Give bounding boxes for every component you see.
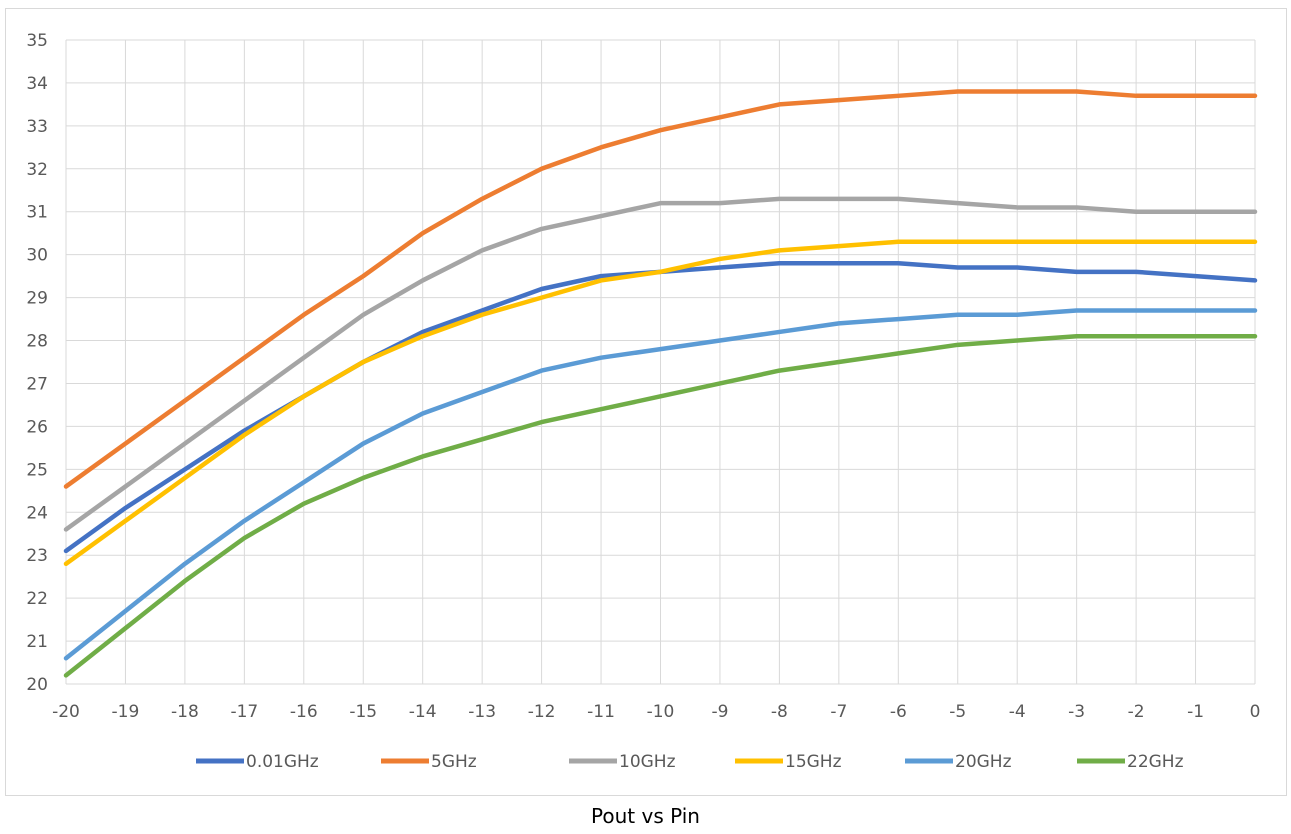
x-tick-label: -7 — [830, 702, 847, 722]
x-tick-label: -10 — [647, 702, 675, 722]
y-tick-label: 27 — [26, 374, 48, 394]
series-line — [63, 308, 1258, 661]
x-tick-label: -12 — [528, 702, 556, 722]
series-lines — [63, 89, 1258, 678]
y-tick-label: 21 — [26, 632, 48, 652]
x-tick-label: -19 — [112, 702, 140, 722]
y-tick-label: 30 — [26, 246, 48, 266]
legend-label: 15GHz — [785, 752, 842, 772]
x-tick-label: -2 — [1128, 702, 1145, 722]
x-tick-label: -3 — [1068, 702, 1085, 722]
x-tick-label: 0 — [1250, 702, 1261, 722]
y-tick-label: 35 — [26, 31, 48, 51]
x-tick-label: -17 — [230, 702, 258, 722]
chart-caption: Pout vs Pin — [591, 804, 700, 828]
gridlines — [65, 39, 1256, 685]
legend-label: 10GHz — [619, 752, 676, 772]
y-tick-label: 28 — [26, 332, 48, 352]
y-tick-label: 24 — [26, 503, 48, 523]
chart-area — [5, 8, 1287, 796]
y-tick-label: 23 — [26, 546, 48, 566]
y-tick-label: 32 — [26, 160, 48, 180]
x-tick-label: -9 — [711, 702, 728, 722]
x-tick-label: -13 — [468, 702, 496, 722]
legend-label: 5GHz — [431, 752, 477, 772]
y-axis-ticks: 20 21 22 23 24 25 26 27 28 29 30 31 32 33 34 35 — [26, 31, 48, 695]
x-tick-label: -8 — [771, 702, 788, 722]
y-tick-label: 26 — [26, 417, 48, 437]
y-tick-label: 34 — [26, 74, 48, 94]
series-line — [63, 239, 1258, 567]
x-tick-label: -15 — [349, 702, 377, 722]
x-tick-label: -11 — [587, 702, 615, 722]
legend-label: 20GHz — [955, 752, 1012, 772]
y-tick-label: 29 — [26, 289, 48, 309]
y-tick-label: 25 — [26, 460, 48, 480]
legend: 0.01GHz 5GHz 10GHz 15GHz 20GHz 22GHz — [196, 752, 1184, 772]
x-tick-label: -5 — [949, 702, 966, 722]
x-tick-label: -1 — [1187, 702, 1204, 722]
x-tick-label: -4 — [1009, 702, 1026, 722]
y-tick-label: 31 — [26, 203, 48, 223]
x-tick-label: -18 — [171, 702, 199, 722]
x-tick-label: -20 — [52, 702, 80, 722]
y-tick-label: 20 — [26, 675, 48, 695]
x-tick-label: -16 — [290, 702, 318, 722]
legend-label: 22GHz — [1127, 752, 1184, 772]
series-line — [63, 333, 1258, 678]
x-tick-label: -14 — [409, 702, 437, 722]
y-tick-label: 22 — [26, 589, 48, 609]
series-line — [63, 89, 1258, 489]
series-line — [63, 196, 1258, 532]
x-axis-ticks: -20 -19 -18 -17 -16 -15 -14 -13 -12 -11 -10 -9 -8 -7-… — [52, 702, 1260, 722]
legend-label: 0.01GHz — [246, 752, 319, 772]
x-tick-label: -6 — [890, 702, 907, 722]
y-tick-label: 33 — [26, 117, 48, 137]
